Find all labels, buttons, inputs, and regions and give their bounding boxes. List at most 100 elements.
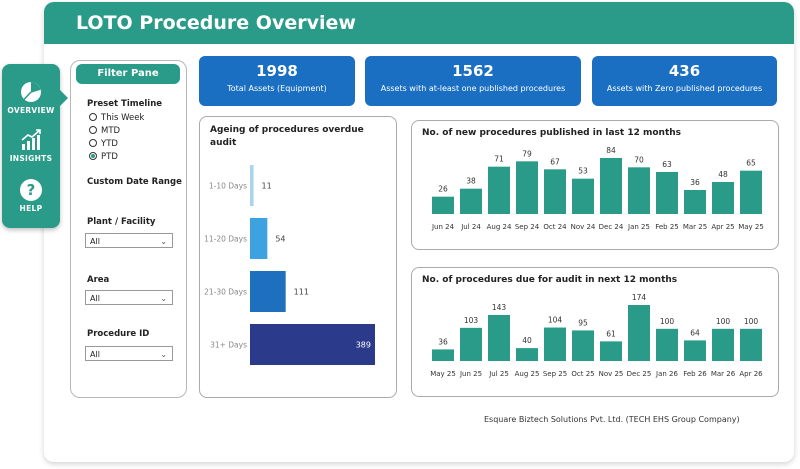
plant-facility-select[interactable]: All ⌄ xyxy=(85,233,173,248)
bar xyxy=(656,172,678,214)
data-label: 61 xyxy=(606,329,616,338)
bar xyxy=(712,328,734,361)
data-label: 95 xyxy=(578,318,588,327)
page-title: LOTO Procedure Overview xyxy=(76,12,356,34)
category-label: 21-30 Days xyxy=(204,288,247,297)
radio-mtd[interactable]: MTD xyxy=(89,126,120,136)
data-label: 174 xyxy=(632,293,647,302)
category-label: Apr 25 xyxy=(711,223,734,231)
kpi-assets-with-procedures: 1562 Assets with at-least one published … xyxy=(365,56,581,106)
filter-pane: Filter Pane Preset Timeline This Week MT… xyxy=(70,60,187,398)
category-label: Dec 24 xyxy=(599,223,624,231)
custom-date-range-link[interactable]: Custom Date Range xyxy=(87,177,182,187)
radio-label: PTD xyxy=(101,152,118,162)
category-label: Jan 25 xyxy=(627,223,650,231)
chevron-down-icon: ⌄ xyxy=(160,237,167,246)
bar xyxy=(432,196,454,214)
category-label: Aug 24 xyxy=(487,223,512,231)
bar xyxy=(544,327,566,361)
kpi-value: 436 xyxy=(668,62,701,80)
category-label: Jun 24 xyxy=(431,223,455,231)
bar xyxy=(488,314,510,361)
category-label: Jun 25 xyxy=(459,370,482,378)
category-label: May 25 xyxy=(738,223,764,231)
select-value: All xyxy=(90,237,100,246)
bar xyxy=(250,165,254,206)
data-label: 79 xyxy=(522,149,532,158)
kpi-label: Assets with Zero published procedures xyxy=(606,84,763,93)
new-procedures-chart: 26 Jun 24 38 Jul 24 71 Aug 24 79 Sep 24 67 Oct 24… xyxy=(431,146,764,231)
category-label: Jul 25 xyxy=(488,370,509,378)
data-label: 54 xyxy=(275,235,285,244)
data-label: 26 xyxy=(438,185,448,194)
kpi-value: 1562 xyxy=(452,62,494,80)
bar xyxy=(740,170,762,214)
category-label: Mar 26 xyxy=(711,370,736,378)
due-audit-chart: 36 May 25 103 Jun 25 143 Jul 25 40 Aug 25 104 Sep… xyxy=(430,293,763,378)
bar xyxy=(460,327,482,361)
header-bar: LOTO Procedure Overview xyxy=(44,2,794,44)
kpi-assets-zero-procedures: 436 Assets with Zero published procedure… xyxy=(592,56,777,106)
data-label: 38 xyxy=(466,177,476,186)
radio-ptd[interactable]: PTD xyxy=(89,152,118,162)
data-label: 11 xyxy=(262,182,272,191)
nav-item-help[interactable]: ? HELP xyxy=(2,178,60,213)
category-label: Apr 26 xyxy=(739,370,763,378)
category-label: Feb 25 xyxy=(655,223,679,231)
nav-item-overview[interactable]: OVERVIEW xyxy=(2,80,60,115)
bar xyxy=(628,167,650,214)
radio-circle xyxy=(89,113,97,121)
ageing-chart-title: Ageing of procedures overdue audit xyxy=(210,125,364,148)
radio-ytd[interactable]: YTD xyxy=(89,139,118,149)
category-label: Sep 25 xyxy=(543,370,567,378)
chevron-down-icon: ⌄ xyxy=(160,294,167,303)
new-procedures-chart-title: No. of new procedures published in last … xyxy=(422,128,682,138)
select-value: All xyxy=(90,350,100,359)
category-label: Dec 25 xyxy=(627,370,652,378)
bar xyxy=(488,166,510,214)
bar xyxy=(740,328,762,361)
radio-circle-selected xyxy=(89,152,97,160)
radio-this-week[interactable]: This Week xyxy=(89,113,144,123)
data-label: 103 xyxy=(464,316,479,325)
category-label: May 25 xyxy=(430,370,456,378)
category-label: Oct 25 xyxy=(571,370,594,378)
nav-item-insights[interactable]: INSIGHTS xyxy=(2,128,60,163)
bar xyxy=(628,305,650,361)
category-label: Oct 24 xyxy=(543,223,567,231)
preset-timeline-label: Preset Timeline xyxy=(87,99,163,109)
plant-facility-label: Plant / Facility xyxy=(87,217,156,227)
data-label: 111 xyxy=(294,288,309,297)
data-label: 53 xyxy=(578,167,588,176)
category-label: Jan 26 xyxy=(655,370,678,378)
data-label: 100 xyxy=(660,317,675,326)
radio-label: YTD xyxy=(101,139,118,149)
chevron-down-icon: ⌄ xyxy=(160,350,167,359)
bar xyxy=(460,188,482,214)
category-label: Sep 24 xyxy=(515,223,540,231)
category-label: Mar 25 xyxy=(683,223,707,231)
procedure-id-label: Procedure ID xyxy=(87,329,150,339)
svg-text:?: ? xyxy=(27,181,36,199)
data-label: 71 xyxy=(494,155,504,164)
filter-pane-title: Filter Pane xyxy=(76,64,180,84)
bar xyxy=(684,190,706,214)
kpi-total-assets: 1998 Total Assets (Equipment) xyxy=(199,56,355,106)
bar xyxy=(516,161,538,214)
radio-circle xyxy=(89,126,97,134)
procedure-id-select[interactable]: All ⌄ xyxy=(85,346,173,361)
category-label: 1-10 Days xyxy=(209,182,247,191)
category-label: Nov 24 xyxy=(571,223,596,231)
bar xyxy=(544,169,566,214)
footer-company: Esquare Biztech Solutions Pvt. Ltd. (TEC… xyxy=(484,415,740,424)
bar xyxy=(250,324,375,365)
area-select[interactable]: All ⌄ xyxy=(85,290,173,305)
bar xyxy=(712,182,734,214)
kpi-label: Total Assets (Equipment) xyxy=(227,84,327,93)
data-label: 48 xyxy=(718,170,728,179)
nav-label-overview: OVERVIEW xyxy=(7,106,55,115)
data-label: 84 xyxy=(606,146,616,155)
data-label: 40 xyxy=(522,336,532,345)
ageing-chart: 1-10 Days 11 11-20 Days 54 21-30 Days 111 31+ … xyxy=(204,165,375,365)
bar xyxy=(250,271,286,312)
